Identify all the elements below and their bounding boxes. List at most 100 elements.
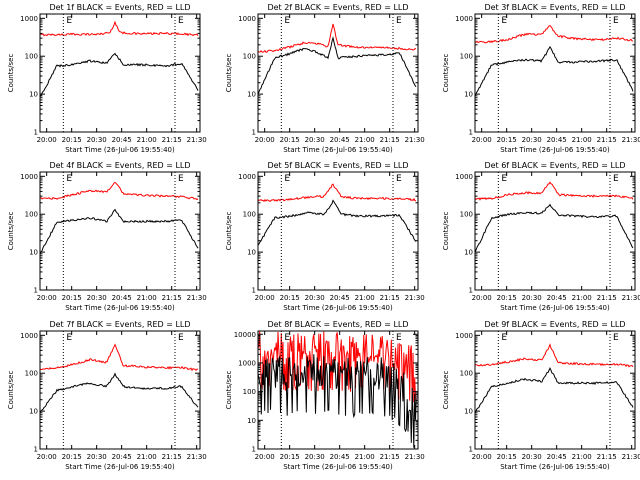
x-tick-label: 20:30 xyxy=(305,453,325,461)
x-tick-label: 21:15 xyxy=(597,136,617,144)
y-tick-label: 10 xyxy=(247,417,256,425)
y-tick-label: 1000 xyxy=(20,15,38,23)
series-line-lld xyxy=(39,20,199,37)
x-tick-label: 20:45 xyxy=(330,453,350,461)
detector-plot-8: Det 8f BLACK = Events, RED = LLD Counts/s… xyxy=(225,320,425,471)
y-tick-label: 1000 xyxy=(455,332,473,340)
series-line-lld xyxy=(257,183,417,203)
x-axis-label: Start Time (26-Jul-06 19:55:40) xyxy=(283,304,393,312)
x-tick-label: 21:00 xyxy=(572,294,592,302)
marker-label: E xyxy=(396,174,402,184)
x-tick-label: 20:15 xyxy=(62,453,82,461)
marker-label: E xyxy=(178,333,184,343)
y-tick-label: 100 xyxy=(243,388,256,396)
detector-plot-3: Det 3f BLACK = Events, RED = LLD Counts/s… xyxy=(442,3,640,154)
y-axis-label: Counts/sec xyxy=(7,54,15,93)
series-line-lld xyxy=(474,25,634,44)
series-line-events xyxy=(39,372,199,414)
series-line-lld xyxy=(39,181,199,201)
marker-label: E xyxy=(284,174,290,184)
y-tick-label: 1 xyxy=(469,287,473,295)
x-tick-label: 20:30 xyxy=(522,453,542,461)
x-tick-label: 21:15 xyxy=(162,136,182,144)
x-tick-label: 20:15 xyxy=(497,136,517,144)
series-line-events xyxy=(257,36,417,95)
x-tick-label: 20:30 xyxy=(522,136,542,144)
marker-label: E xyxy=(501,174,507,184)
x-tick-label: 21:00 xyxy=(572,453,592,461)
y-axis-label: Counts/sec xyxy=(225,371,233,410)
x-tick-label: 20:15 xyxy=(280,136,300,144)
y-tick-label: 10 xyxy=(29,249,38,257)
y-tick-label: 10 xyxy=(464,249,473,257)
marker-label: E xyxy=(66,16,72,26)
plot-frame xyxy=(257,171,419,291)
y-tick-label: 10 xyxy=(247,249,256,257)
marker-label: E xyxy=(613,16,619,26)
x-tick-label: 20:30 xyxy=(305,294,325,302)
y-axis-label: Counts/sec xyxy=(442,371,450,410)
plot-title: Det 5f BLACK = Events, RED = LLD xyxy=(267,161,408,170)
marker-label: E xyxy=(501,16,507,26)
x-axis-label: Start Time (26-Jul-06 19:55:40) xyxy=(65,463,175,471)
plot-frame xyxy=(39,330,201,450)
detector-plot-7: Det 7f BLACK = Events, RED = LLD Counts/s… xyxy=(7,320,207,471)
y-tick-label: 10000 xyxy=(234,331,256,339)
marker-label: E xyxy=(284,16,290,26)
x-tick-label: 21:15 xyxy=(162,294,182,302)
x-tick-label: 20:45 xyxy=(330,294,350,302)
marker-label: E xyxy=(396,16,402,26)
y-tick-label: 10 xyxy=(29,408,38,416)
x-tick-label: 21:30 xyxy=(622,136,640,144)
detector-plot-5: Det 5f BLACK = Events, RED = LLD Counts/s… xyxy=(225,161,425,312)
marker-label: E xyxy=(178,174,184,184)
y-tick-label: 100 xyxy=(25,53,38,61)
x-tick-label: 20:45 xyxy=(112,136,132,144)
plot-frame xyxy=(474,171,636,291)
plot-frame xyxy=(474,330,636,450)
x-tick-label: 20:15 xyxy=(62,136,82,144)
y-tick-label: 1 xyxy=(34,287,38,295)
x-tick-label: 20:30 xyxy=(305,136,325,144)
x-tick-label: 20:00 xyxy=(37,136,57,144)
plot-frame xyxy=(474,13,636,133)
y-tick-label: 1000 xyxy=(455,173,473,181)
y-tick-label: 100 xyxy=(243,211,256,219)
plot-title: Det 2f BLACK = Events, RED = LLD xyxy=(267,3,408,12)
x-axis-label: Start Time (26-Jul-06 19:55:40) xyxy=(500,146,610,154)
marker-label: E xyxy=(66,333,72,343)
x-tick-label: 20:00 xyxy=(472,453,492,461)
x-tick-label: 20:00 xyxy=(255,136,275,144)
series-line-lld xyxy=(474,343,634,368)
x-tick-label: 20:45 xyxy=(330,136,350,144)
x-tick-label: 21:00 xyxy=(572,136,592,144)
plot-title: Det 6f BLACK = Events, RED = LLD xyxy=(484,161,625,170)
marker-label: E xyxy=(613,333,619,343)
x-tick-label: 21:15 xyxy=(162,453,182,461)
plot-title: Det 1f BLACK = Events, RED = LLD xyxy=(49,3,190,12)
x-tick-label: 21:00 xyxy=(137,136,157,144)
x-tick-label: 20:00 xyxy=(255,294,275,302)
x-tick-label: 21:30 xyxy=(187,453,207,461)
y-tick-label: 100 xyxy=(460,370,473,378)
y-tick-label: 1 xyxy=(252,129,256,137)
x-tick-label: 20:30 xyxy=(522,294,542,302)
y-tick-label: 100 xyxy=(460,211,473,219)
y-tick-label: 1 xyxy=(34,446,38,454)
x-tick-label: 21:30 xyxy=(405,294,425,302)
series-line-lld xyxy=(39,343,199,372)
plot-frame xyxy=(257,330,419,450)
x-tick-label: 20:00 xyxy=(472,294,492,302)
x-tick-label: 20:45 xyxy=(547,294,567,302)
detector-plot-1: Det 1f BLACK = Events, RED = LLD Counts/s… xyxy=(7,3,207,154)
x-tick-label: 20:15 xyxy=(62,294,82,302)
y-tick-label: 10 xyxy=(464,408,473,416)
plot-title: Det 9f BLACK = Events, RED = LLD xyxy=(484,320,625,329)
y-tick-label: 1000 xyxy=(238,15,256,23)
x-axis-label: Start Time (26-Jul-06 19:55:40) xyxy=(283,146,393,154)
x-axis-label: Start Time (26-Jul-06 19:55:40) xyxy=(65,146,175,154)
plot-title: Det 8f BLACK = Events, RED = LLD xyxy=(267,320,408,329)
y-tick-label: 100 xyxy=(460,53,473,61)
series-line-events xyxy=(39,52,199,98)
